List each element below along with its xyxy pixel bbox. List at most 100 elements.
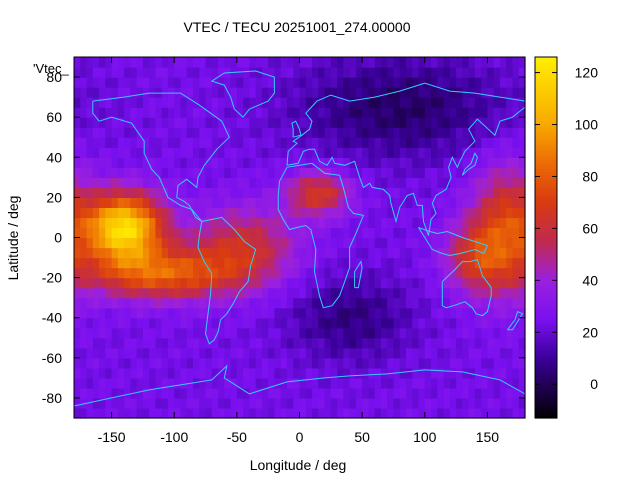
colorbar-segment (535, 126, 557, 130)
heatmap-cell (180, 147, 188, 158)
heatmap-cell (399, 67, 407, 78)
heatmap-cell (130, 217, 138, 229)
heatmap-cell (167, 297, 175, 309)
heatmap-cell (142, 247, 150, 259)
heatmap-cell (456, 227, 463, 239)
heatmap-cell (86, 77, 94, 88)
heatmap-cell (86, 67, 94, 78)
heatmap-cell (236, 107, 244, 118)
heatmap-cell (105, 247, 113, 259)
heatmap-cell (236, 387, 244, 399)
heatmap-cell (330, 377, 338, 389)
heatmap-cell (286, 267, 294, 279)
heatmap-cell (330, 87, 338, 98)
heatmap-cell (86, 367, 94, 379)
heatmap-cell (512, 237, 520, 249)
heatmap-cell (343, 157, 351, 168)
heatmap-cell (368, 157, 376, 168)
heatmap-cell (130, 147, 138, 158)
heatmap-cell (424, 157, 432, 168)
heatmap-cell (380, 347, 388, 359)
x-tick-label: 100 (413, 429, 437, 445)
heatmap-cell (142, 257, 150, 269)
heatmap-cell (249, 217, 257, 229)
heatmap-cell (487, 277, 495, 289)
heatmap-cell (374, 387, 382, 399)
heatmap-cell (149, 237, 157, 249)
heatmap-cell (268, 87, 276, 98)
coastline-uk (291, 120, 302, 138)
heatmap-cell (130, 257, 138, 269)
heatmap-cell (136, 277, 144, 289)
heatmap-cell (167, 307, 175, 319)
heatmap-cell (136, 327, 144, 339)
heatmap-cell (117, 77, 125, 88)
heatmap-cell (286, 157, 294, 168)
heatmap-cell (230, 127, 238, 138)
heatmap-cell (418, 367, 426, 379)
heatmap-cell (481, 197, 489, 209)
heatmap-cell (393, 117, 401, 128)
heatmap-cell (274, 287, 282, 299)
heatmap-cell (268, 117, 276, 128)
heatmap-cell (368, 207, 376, 219)
heatmap-cell (243, 297, 250, 309)
heatmap-cell (167, 237, 175, 249)
heatmap-cell (487, 167, 495, 178)
heatmap-cell (167, 317, 175, 329)
heatmap-cell (130, 287, 138, 299)
heatmap-cell (142, 307, 150, 319)
heatmap-cell (261, 157, 269, 168)
heatmap-cell (499, 287, 507, 299)
heatmap-cell (99, 387, 106, 399)
heatmap-cell (261, 107, 269, 118)
heatmap-cell (512, 197, 520, 209)
heatmap-cell (243, 117, 250, 128)
heatmap-cell (462, 117, 470, 128)
heatmap-cell (474, 127, 482, 138)
colorbar-frame (534, 56, 558, 419)
heatmap-cell (431, 397, 438, 409)
heatmap-cell (499, 257, 507, 269)
heatmap-cell (117, 397, 125, 409)
coastline-south-america (197, 216, 257, 345)
heatmap-cell (362, 157, 369, 168)
heatmap-cell (180, 277, 188, 289)
heatmap-cell (193, 157, 200, 168)
heatmap-cell (380, 277, 388, 289)
heatmap-cell (111, 287, 119, 299)
heatmap-cell (387, 97, 395, 108)
heatmap-cell (324, 127, 332, 138)
colorbar-segment (535, 60, 557, 64)
heatmap-cell (205, 127, 213, 138)
heatmap-cell (324, 217, 332, 229)
heatmap-cell (180, 217, 188, 229)
heatmap-cell (167, 217, 175, 229)
heatmap-cell (117, 347, 125, 359)
heatmap-cell (368, 177, 376, 188)
heatmap-cell (136, 207, 144, 219)
heatmap-cell (174, 207, 182, 219)
heatmap-cell (236, 257, 244, 269)
heatmap-cell (349, 127, 357, 138)
heatmap-cell (74, 357, 81, 369)
heatmap-cell (105, 157, 113, 168)
heatmap-cell (362, 357, 369, 369)
heatmap-cell (274, 107, 282, 118)
heatmap-cell (86, 277, 94, 289)
heatmap-cell (387, 137, 395, 148)
heatmap-cell (368, 217, 376, 229)
heatmap-cell (424, 57, 432, 68)
heatmap-cell (374, 87, 382, 98)
heatmap-cell (218, 127, 225, 138)
heatmap-cell (280, 147, 288, 158)
colorbar-segment (535, 285, 557, 290)
heatmap-cell (218, 347, 225, 359)
heatmap-cell (468, 97, 476, 108)
heatmap-cell (368, 67, 376, 78)
heatmap-cell (493, 267, 501, 279)
x-tick-label: 0 (296, 429, 304, 445)
heatmap-cell (349, 317, 357, 329)
heatmap-cell (318, 77, 326, 88)
colorbar-segment (535, 192, 557, 196)
